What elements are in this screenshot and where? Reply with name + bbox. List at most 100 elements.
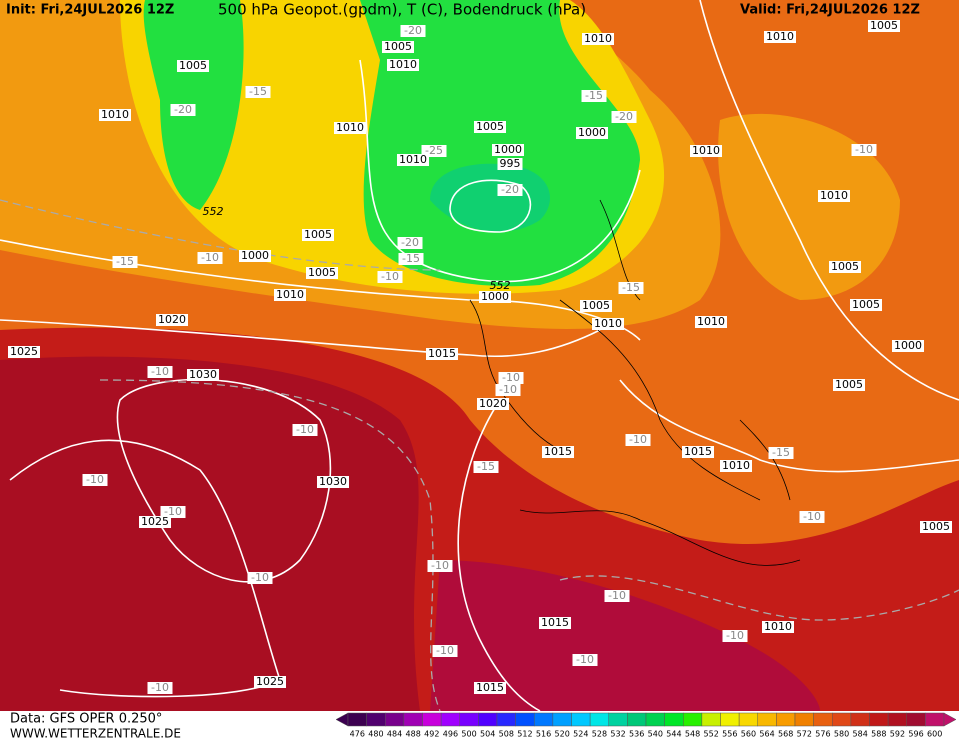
colorbar-box <box>627 712 647 727</box>
label-box <box>799 511 825 523</box>
label-box <box>382 41 414 53</box>
label-box <box>690 145 722 157</box>
pressure-label: 1030 <box>189 368 217 381</box>
colorbar-label: 528 <box>592 730 607 739</box>
temperature-label: -15 <box>249 85 267 98</box>
temperature-label: -10 <box>86 473 104 486</box>
temperature-label: -10 <box>164 505 182 518</box>
data-source: Data: GFS OPER 0.250° <box>10 712 162 727</box>
label-box <box>850 299 882 311</box>
label-box <box>247 572 273 584</box>
pressure-label: 1010 <box>766 30 794 43</box>
temperature-label: -15 <box>772 446 790 459</box>
colorbar-box <box>776 712 796 727</box>
colorbar-box <box>385 712 405 727</box>
pressure-label: 1005 <box>476 120 504 133</box>
label-box <box>426 348 458 360</box>
colorbar-label: 508 <box>499 730 514 739</box>
label-box <box>764 31 796 43</box>
init-time: Init: Fri,24JUL2026 12Z <box>6 3 174 18</box>
colorbar-box <box>813 712 833 727</box>
colorbar-box <box>887 712 907 727</box>
valid-time: Valid: Fri,24JUL2026 12Z <box>740 3 920 18</box>
temperature-label: -10 <box>576 653 594 666</box>
pressure-label: 1010 <box>336 121 364 134</box>
pressure-label: 1010 <box>764 620 792 633</box>
pressure-label: 1025 <box>10 345 38 358</box>
label-box <box>397 237 423 249</box>
colorbar-label: 540 <box>648 730 663 739</box>
colorbar-label: 524 <box>573 730 588 739</box>
pressure-label: 1015 <box>476 681 504 694</box>
label-box <box>147 682 173 694</box>
label-box <box>582 33 614 45</box>
pressure-label: 1015 <box>428 347 456 360</box>
label-box <box>580 300 612 312</box>
warm-core <box>0 356 420 711</box>
colorbar-box <box>496 712 516 727</box>
colorbar-box <box>701 712 721 727</box>
isobar <box>449 179 532 233</box>
temperature-label: -10 <box>201 251 219 264</box>
label-box <box>306 267 338 279</box>
label-box <box>170 104 196 116</box>
colorbar-box <box>552 712 572 727</box>
label-box <box>604 590 630 602</box>
label-box <box>239 250 271 262</box>
pressure-label: 1010 <box>389 58 417 71</box>
pressure-label: 1005 <box>831 260 859 273</box>
temperature-label: -10 <box>431 559 449 572</box>
colorbar-box <box>608 712 628 727</box>
label-box <box>572 654 598 666</box>
temperature-label: -10 <box>608 589 626 602</box>
temperature-label: -20 <box>501 183 519 196</box>
colorbar-label: 560 <box>741 730 756 739</box>
label-box <box>177 60 209 72</box>
label-box <box>112 256 138 268</box>
colorbar-box <box>757 712 777 727</box>
label-box <box>762 621 794 633</box>
pressure-label: 1005 <box>582 299 610 312</box>
colorbar-end <box>943 712 957 727</box>
pressure-label: 1010 <box>594 317 622 330</box>
isobar <box>359 59 641 283</box>
isobar <box>619 379 959 473</box>
pressure-label: 1005 <box>870 19 898 32</box>
label-box <box>302 229 334 241</box>
pressure-label: 1010 <box>692 144 720 157</box>
label-box <box>387 59 419 71</box>
temperature-label: -20 <box>401 236 419 249</box>
temperature-label: -25 <box>425 144 443 157</box>
colorbar-label: 588 <box>871 730 886 739</box>
pressure-label: 1010 <box>399 153 427 166</box>
label-box <box>334 122 366 134</box>
label-box <box>139 516 171 528</box>
temperature-label: -10 <box>499 383 517 396</box>
label-box <box>618 282 644 294</box>
pressure-label: 1030 <box>319 475 347 488</box>
isobar <box>116 378 332 583</box>
label-box <box>892 340 924 352</box>
label-box <box>920 521 952 533</box>
colorbar-box <box>366 712 386 727</box>
colorbar-label: 600 <box>927 730 942 739</box>
pressure-label: 1015 <box>541 616 569 629</box>
label-box <box>317 476 349 488</box>
trough-green <box>360 0 640 287</box>
pressure-label: 995 <box>500 157 521 170</box>
map-title: 500 hPa Geopot.(gpdm), T (C), Bodendruck… <box>218 1 586 19</box>
label-box <box>682 446 714 458</box>
geopotential-label: 552 <box>203 205 224 218</box>
pressure-label: 1010 <box>697 315 725 328</box>
label-box <box>576 127 608 139</box>
label-box <box>377 271 403 283</box>
pressure-label: 1010 <box>722 459 750 472</box>
east-mid-region <box>718 113 900 300</box>
label-box <box>292 424 318 436</box>
colorbar-box <box>720 712 740 727</box>
colorbar-box <box>850 712 870 727</box>
colorbar-label: 516 <box>536 730 551 739</box>
colorbar-box <box>422 712 442 727</box>
label-box <box>851 144 877 156</box>
pressure-label: 1000 <box>481 290 509 303</box>
